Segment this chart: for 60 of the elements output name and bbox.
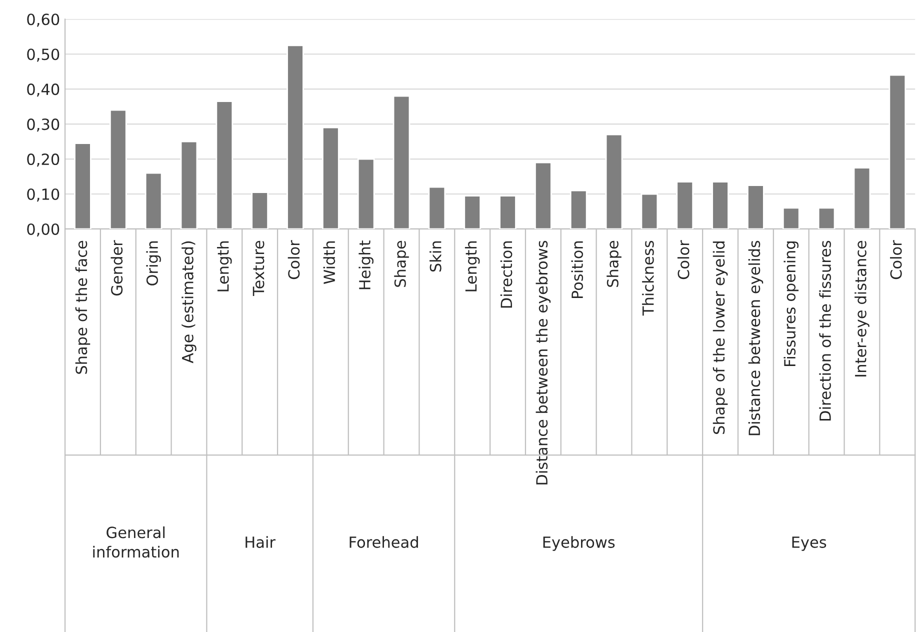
y-tick-label: 0,10 <box>27 188 60 202</box>
x-tick-label: Gender <box>110 240 123 296</box>
bar <box>322 126 340 229</box>
y-tick-label: 0,40 <box>27 84 60 97</box>
bar <box>888 74 906 229</box>
x-tick-label: Distance between eyelids <box>748 240 764 436</box>
text: Eyes <box>792 536 826 551</box>
x-tick-label: Color <box>288 240 300 280</box>
x-tick-label: Texture <box>252 240 264 296</box>
bar <box>712 181 729 229</box>
text: Eyebrows <box>543 536 615 551</box>
bar <box>853 167 871 229</box>
bar <box>392 95 410 229</box>
y-tick-label: 0,20 <box>27 154 60 167</box>
bar <box>464 195 482 229</box>
x-tick-label: Shape of the face <box>75 240 90 374</box>
text: Forehead <box>350 536 418 548</box>
bar <box>676 181 694 229</box>
bar <box>534 162 552 229</box>
y-tick-label: 0,00 <box>27 223 60 237</box>
y-tick-label: 0,30 <box>27 118 60 132</box>
text: Hair <box>246 536 276 548</box>
x-tick-label: Height <box>358 240 374 290</box>
bar <box>747 184 764 229</box>
bar <box>286 44 304 229</box>
x-tick-label: Length <box>464 241 480 292</box>
bar <box>605 134 623 229</box>
x-tick-label: Length <box>217 241 232 292</box>
bar <box>818 207 836 229</box>
bar <box>570 190 588 229</box>
bar <box>216 100 234 229</box>
x-tick-label: Shape <box>394 240 409 287</box>
x-tick-label: Color <box>677 240 690 280</box>
x-tick-label: Direction of the fissures <box>819 240 831 420</box>
bar <box>357 158 375 229</box>
bar <box>428 186 446 229</box>
x-tick-label: Position <box>571 241 584 298</box>
bar <box>640 193 658 229</box>
x-tick-label: Direction <box>500 241 512 308</box>
x-tick-label: Inter-eye distance <box>854 240 870 376</box>
x-tick-label: Thickness <box>642 240 654 316</box>
x-tick-label: Width <box>323 241 336 284</box>
x-tick-label: Color <box>890 240 902 280</box>
x-tick-label: Age (estimated) <box>182 241 196 364</box>
x-tick-label: Distance between the eyebrows <box>536 240 551 484</box>
bar <box>74 142 92 229</box>
bar <box>144 172 162 229</box>
x-tick-label: Origin <box>146 241 161 286</box>
bar <box>180 140 198 229</box>
x-tick-label: Shape of the lower eyelid <box>712 241 728 434</box>
bar <box>251 192 268 229</box>
text: General information <box>93 526 179 558</box>
x-tick-label: Skin <box>430 241 442 272</box>
bar <box>782 207 800 229</box>
bar <box>109 109 127 229</box>
x-tick-label: Fissures opening <box>784 241 799 366</box>
y-tick-label: 0,60 <box>27 14 60 27</box>
x-tick-label: Shape <box>606 240 622 287</box>
y-tick-label: 0,50 <box>27 48 60 62</box>
bar <box>499 195 516 229</box>
